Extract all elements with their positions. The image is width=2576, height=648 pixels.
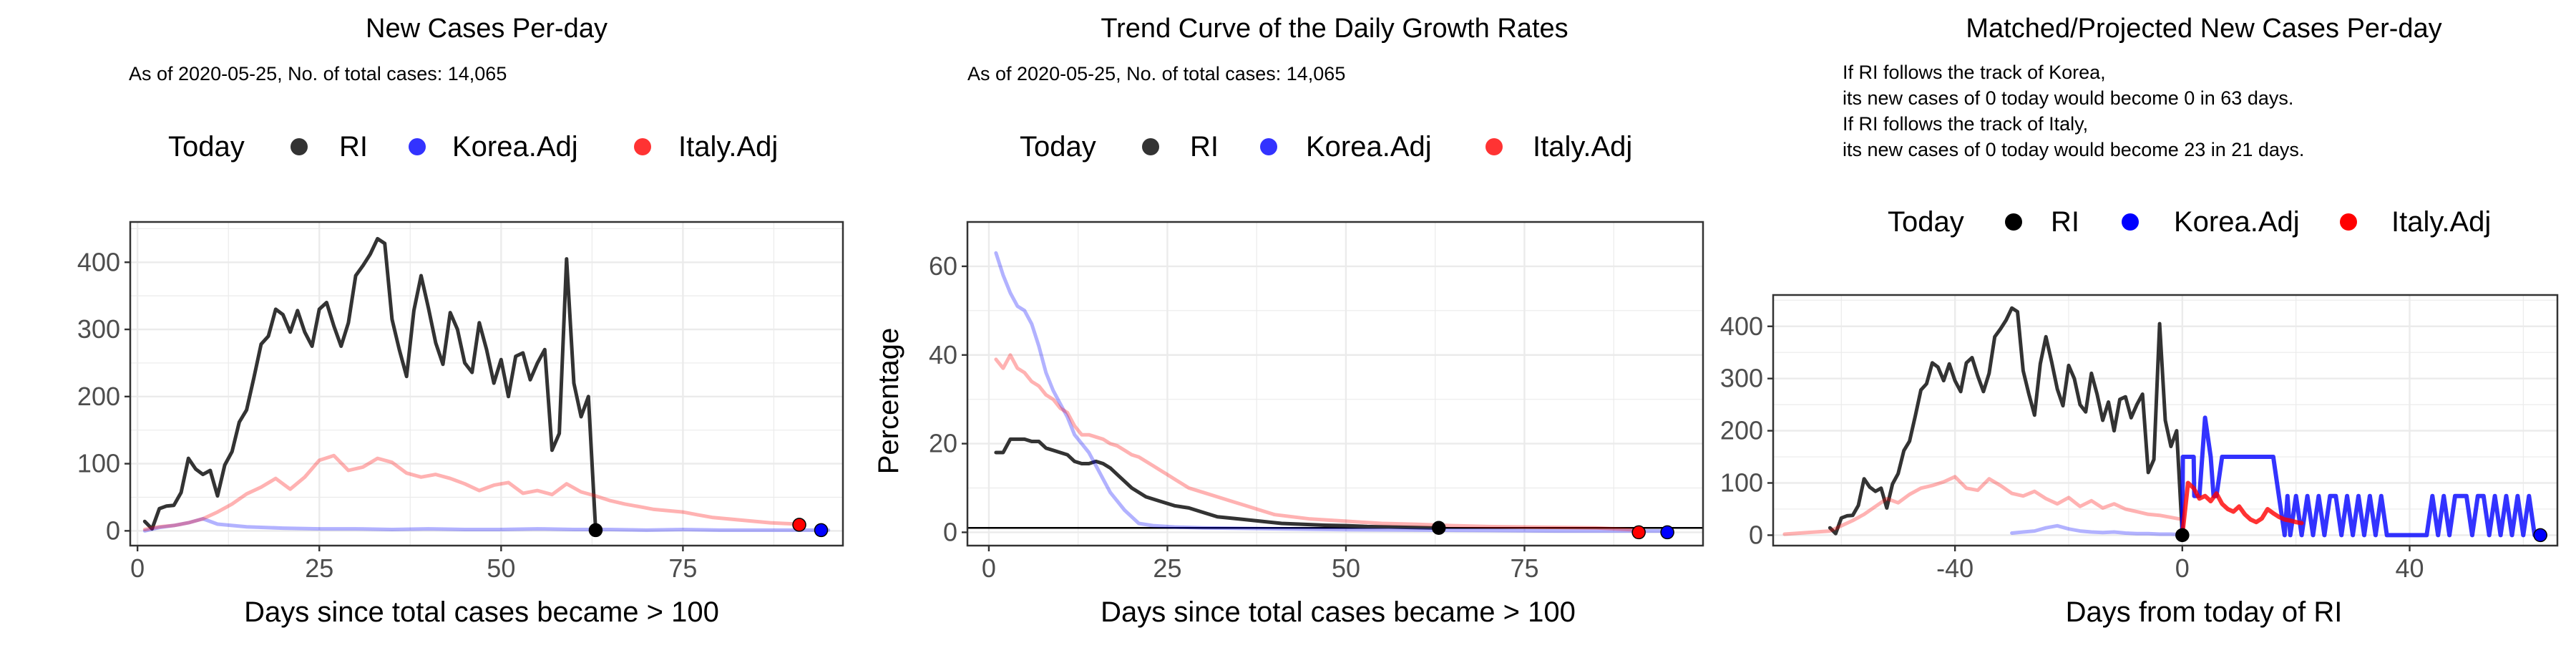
panel-3-title: Matched/Projected New Cases Per-day [1966, 14, 2441, 44]
x-tick-label: 25 [305, 553, 333, 583]
panel-growth-rates: Trend Curve of the Daily Growth Rates As… [873, 14, 1704, 628]
today-point-italy-adj [1631, 525, 1646, 540]
legend-label-italy: Italy.Adj [2391, 206, 2491, 238]
legend-label-ri: RI [339, 131, 368, 163]
panel-2-plot: 0 25 50 75 0 20 40 60 [929, 221, 1704, 583]
y-tick-label: 400 [1720, 311, 1763, 341]
legend-key-korea [409, 138, 426, 155]
series-line-ri [994, 437, 1441, 530]
panel-new-cases: New Cases Per-day As of 2020-05-25, No. … [77, 14, 844, 628]
legend-key-ri [2005, 213, 2022, 231]
panel-3-subtitle-line-2: its new cases of 0 today would become 0 … [1843, 87, 2293, 109]
series-line-italy-adj [142, 453, 801, 531]
panel-2-subtitle: As of 2020-05-25, No. of total cases: 14… [967, 63, 1345, 84]
panel-1-plot: 0 25 50 75 0 100 200 300 400 [77, 221, 844, 583]
today-point-korea-adj [1660, 525, 1674, 540]
panel-2-legend: Today RI Korea.Adj Italy.Adj [1020, 131, 1632, 163]
x-tick-label: 0 [2175, 553, 2190, 583]
x-tick-label: 50 [1332, 553, 1360, 583]
y-tick-label: 100 [77, 449, 120, 478]
legend-title: Today [168, 131, 245, 163]
panel-border [1772, 294, 2559, 547]
series-line-korea-adj-projection [2180, 415, 2543, 538]
legend-key-ri [291, 138, 308, 155]
panel-1-subtitle: As of 2020-05-25, No. of total cases: 14… [129, 63, 507, 84]
legend-label-korea: Korea.Adj [452, 131, 578, 163]
x-tick-label: 40 [2395, 553, 2424, 583]
legend-label-ri: RI [2051, 206, 2079, 238]
panel-3-legend: Today RI Korea.Adj Italy.Adj [1888, 206, 2491, 238]
x-tick-label: 75 [1510, 553, 1538, 583]
x-tick-label: -40 [1936, 553, 1974, 583]
x-tick-label: 75 [668, 553, 697, 583]
legend-key-italy [2340, 213, 2357, 231]
legend-title: Today [1020, 131, 1096, 163]
x-tick-label: 0 [130, 553, 145, 583]
panel-2-title: Trend Curve of the Daily Growth Rates [1101, 14, 1568, 44]
y-tick-label: 100 [1720, 468, 1763, 498]
legend-label-ri: RI [1190, 131, 1219, 163]
legend-label-korea: Korea.Adj [2174, 206, 2300, 238]
series-line-italy-adj [1782, 475, 2185, 536]
panel-3-subtitle-line-1: If RI follows the track of Korea, [1843, 62, 2106, 83]
panel-projected-cases: Matched/Projected New Cases Per-day If R… [1720, 14, 2559, 628]
y-tick-label: 200 [1720, 416, 1763, 445]
legend-key-ri [1142, 138, 1159, 155]
series-line-korea-adj [142, 517, 831, 533]
legend-label-italy: Italy.Adj [1533, 131, 1632, 163]
legend-label-italy: Italy.Adj [678, 131, 778, 163]
today-point-ri [1431, 521, 1446, 535]
x-tick-label: 0 [982, 553, 996, 583]
y-tick-label: 0 [106, 516, 120, 545]
panel-2-ylabel: Percentage [873, 328, 904, 475]
series-line-korea-adj [994, 251, 1662, 533]
today-point-italy-adj [792, 518, 806, 532]
legend-key-italy [1485, 138, 1503, 155]
legend-title: Today [1888, 206, 1964, 238]
panel-border [966, 221, 1704, 547]
panel-3-subtitle-line-3: If RI follows the track of Italy, [1843, 113, 2088, 135]
today-point-korea-adj [814, 523, 829, 538]
y-tick-label: 400 [77, 247, 120, 276]
y-tick-label: 300 [77, 314, 120, 344]
panel-1-title: New Cases Per-day [366, 14, 608, 44]
today-point-korea-adj [2533, 528, 2547, 543]
series-line-italy-adj-projection [2180, 480, 2304, 538]
x-tick-label: 25 [1153, 553, 1181, 583]
y-tick-label: 40 [929, 340, 957, 369]
panel-1-legend: Today RI Korea.Adj Italy.Adj [168, 131, 778, 163]
panel-2-xlabel: Days since total cases became > 100 [1101, 596, 1576, 628]
y-tick-label: 200 [77, 382, 120, 411]
panel-3-xlabel: Days from today of RI [2066, 596, 2343, 628]
series-line-ri [142, 236, 597, 531]
series-line-korea-adj [2010, 523, 2185, 537]
y-tick-label: 0 [1749, 520, 1763, 549]
y-tick-label: 300 [1720, 364, 1763, 393]
today-point-ri [588, 523, 603, 538]
panel-1-xlabel: Days since total cases became > 100 [244, 596, 719, 628]
y-tick-label: 20 [929, 429, 957, 458]
today-point-ri [2175, 528, 2190, 543]
y-tick-label: 0 [943, 517, 957, 546]
y-tick-label: 60 [929, 251, 957, 281]
series-line-ri [1828, 306, 2185, 536]
panel-3-subtitle-line-4: its new cases of 0 today would become 23… [1843, 139, 2304, 160]
panel-border [129, 221, 844, 547]
series-line-italy-adj [994, 353, 1641, 532]
legend-key-korea [2122, 213, 2139, 231]
legend-key-italy [634, 138, 651, 155]
legend-label-korea: Korea.Adj [1306, 131, 1432, 163]
x-tick-label: 50 [487, 553, 515, 583]
legend-key-korea [1260, 138, 1277, 155]
